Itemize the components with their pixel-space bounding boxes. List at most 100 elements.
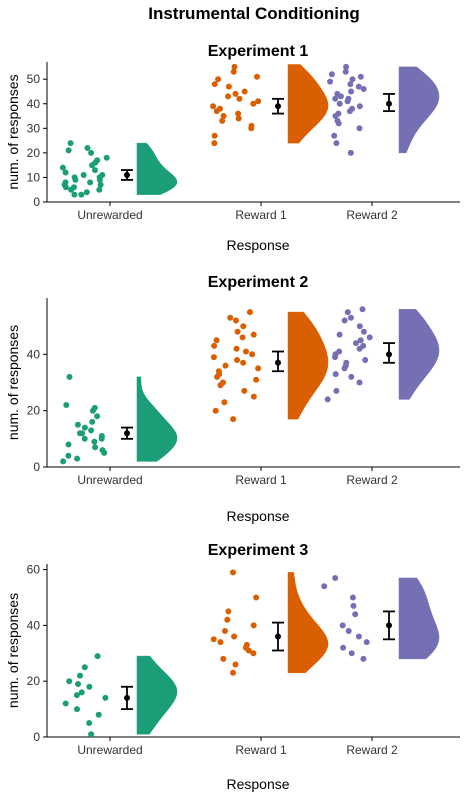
data-point	[71, 184, 77, 191]
data-point	[81, 664, 88, 671]
x-tick-label: Unrewarded	[77, 473, 142, 487]
data-point	[333, 387, 340, 394]
mean-point	[275, 103, 281, 110]
data-point	[88, 731, 95, 738]
data-point	[71, 191, 78, 198]
data-point	[347, 149, 354, 156]
panel-3: Experiment 3 0 20 40 60 num. of responses Unre…	[5, 542, 460, 792]
data-point	[224, 616, 231, 623]
data-point	[235, 115, 242, 122]
mean-point	[124, 171, 130, 178]
data-point	[335, 110, 342, 117]
data-point	[250, 100, 257, 107]
x-tick-label: Reward 2	[346, 743, 398, 757]
series-unrewarded	[59, 140, 178, 198]
data-point	[348, 650, 355, 657]
data-point	[334, 117, 341, 124]
mean-point	[124, 694, 130, 701]
data-point	[231, 633, 238, 640]
data-point	[243, 348, 249, 355]
x-tick-label: Reward 1	[235, 743, 287, 757]
y-tick-label: 0	[33, 460, 40, 474]
data-point	[334, 90, 341, 97]
data-point	[248, 122, 255, 129]
data-point	[249, 351, 256, 358]
data-point	[77, 430, 83, 437]
data-point	[349, 594, 356, 601]
data-point	[210, 103, 217, 110]
data-point	[255, 98, 262, 105]
data-point	[341, 317, 348, 324]
x-tick-label: Unrewarded	[77, 208, 142, 222]
data-point	[356, 323, 363, 330]
series-unrewarded	[62, 653, 178, 738]
data-point	[102, 694, 109, 701]
data-point	[211, 81, 218, 88]
y-tick-label: 20	[27, 404, 41, 418]
y-axis-label: num. of responses	[5, 74, 21, 189]
data-point	[220, 113, 227, 119]
data-point	[99, 172, 106, 178]
series-reward-2	[321, 575, 440, 662]
data-point	[353, 340, 359, 347]
figure-title: Instrumental Conditioning	[148, 4, 360, 23]
y-axis-label: num. of responses	[5, 325, 21, 440]
data-point	[215, 76, 222, 83]
data-point	[86, 720, 93, 726]
y-tick-label: 30	[27, 121, 41, 135]
series-reward-2	[327, 63, 440, 156]
mean-point	[275, 633, 281, 640]
data-point	[211, 140, 218, 147]
data-point	[103, 154, 110, 161]
data-point	[91, 404, 98, 411]
data-point	[349, 105, 356, 112]
density-cloud-reward-1	[287, 572, 329, 674]
data-point	[66, 373, 73, 380]
data-point	[96, 186, 103, 193]
data-point	[83, 189, 90, 196]
data-point	[321, 583, 328, 590]
y-tick-label: 40	[27, 347, 41, 361]
data-point	[211, 132, 218, 139]
data-point	[328, 71, 335, 78]
data-point	[66, 678, 73, 685]
panel-2: Experiment 2 0 20 40 num. of responses Unrewa…	[5, 274, 460, 524]
data-point	[243, 641, 250, 648]
data-point	[78, 689, 85, 696]
density-cloud-reward-2	[398, 309, 440, 400]
data-point	[232, 661, 239, 668]
data-point	[217, 105, 223, 112]
data-point	[230, 416, 237, 423]
x-axis-label: Response	[226, 776, 289, 792]
series-reward-1	[210, 309, 329, 423]
data-point	[65, 441, 72, 448]
density-cloud-reward-2	[398, 577, 440, 660]
data-point	[80, 172, 87, 178]
data-point	[62, 179, 69, 186]
data-point	[336, 100, 343, 107]
data-point	[324, 396, 331, 403]
data-point	[359, 306, 366, 313]
y-tick-label: 20	[27, 146, 41, 160]
data-point	[352, 611, 359, 618]
x-axis-label: Response	[226, 508, 289, 524]
data-point	[220, 379, 226, 386]
data-point	[254, 73, 260, 80]
density-cloud-reward-1	[287, 311, 329, 420]
data-point	[356, 379, 363, 386]
data-point	[340, 644, 347, 651]
data-point	[74, 455, 81, 462]
data-point	[71, 174, 78, 181]
data-point	[253, 376, 260, 383]
data-point	[240, 323, 247, 330]
data-point	[213, 337, 220, 344]
mean-point	[386, 100, 392, 107]
mean-point	[124, 430, 130, 437]
data-point	[91, 438, 98, 445]
data-point	[75, 681, 81, 687]
data-point	[78, 191, 85, 198]
y-tick-label: 10	[27, 170, 41, 184]
data-point	[210, 354, 217, 361]
data-point	[235, 110, 242, 117]
